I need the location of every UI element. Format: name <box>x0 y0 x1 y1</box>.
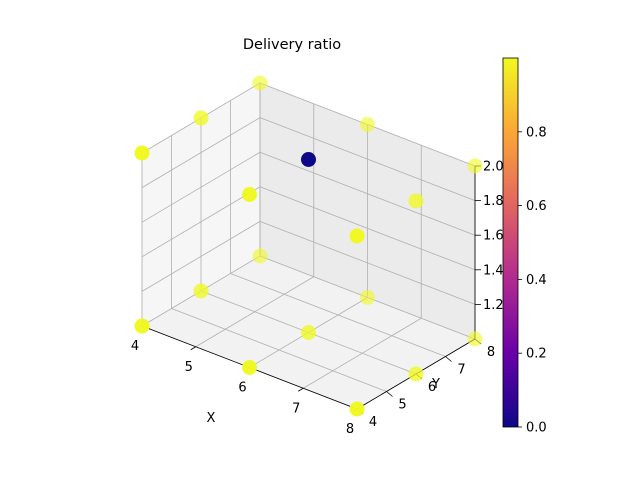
chart-title: Delivery ratio <box>243 37 341 53</box>
data-point <box>301 152 316 167</box>
data-point <box>134 318 150 334</box>
z-tick-label: 1.6 <box>483 229 504 244</box>
grid-line <box>141 186 261 258</box>
x-tick-mark <box>190 346 196 351</box>
colorbar-tick-label: 0.6 <box>526 199 547 214</box>
data-point <box>467 331 483 347</box>
z-tick-label: 1.4 <box>483 263 504 278</box>
data-point <box>193 283 209 299</box>
z-tick-label: 1.8 <box>483 194 504 209</box>
x-axis-label: X <box>207 411 216 426</box>
data-point <box>349 401 365 417</box>
data-point <box>242 360 257 375</box>
data-point <box>134 145 150 161</box>
y-tick-label: 5 <box>398 398 406 413</box>
data-point <box>193 110 209 126</box>
x-tick-mark <box>298 387 304 392</box>
scatter-points <box>134 75 483 417</box>
grid-line <box>141 151 261 223</box>
y-axis-label: Y <box>431 377 440 392</box>
colorbar-tick-label: 0.8 <box>526 125 547 140</box>
colorbar-tick-label: 0.4 <box>526 273 547 288</box>
data-point <box>360 290 375 305</box>
data-point <box>242 187 257 202</box>
y-tick-label: 7 <box>457 363 465 378</box>
colorbar-gradient <box>502 57 519 428</box>
data-point <box>252 248 268 264</box>
data-point <box>301 325 316 340</box>
data-point <box>467 158 483 174</box>
grid-line <box>259 151 476 236</box>
grid-line <box>230 273 446 357</box>
x-tick-label: 5 <box>185 360 193 375</box>
y-tick-label: 6 <box>428 380 436 395</box>
z-tick-label: 1.2 <box>483 298 504 313</box>
grid-line <box>141 117 261 188</box>
grid-line <box>259 117 476 201</box>
colorbar: 0.0 0.2 0.4 0.6 0.8 <box>502 57 547 436</box>
colorbar-ticks: 0.0 0.2 0.4 0.6 0.8 <box>518 125 547 436</box>
x-tick-label: 7 <box>292 401 300 416</box>
grid-line <box>141 221 261 292</box>
data-point <box>349 228 365 244</box>
grid-line <box>259 221 476 305</box>
colorbar-tick-label: 0.2 <box>526 347 547 362</box>
data-point <box>408 193 424 209</box>
x-tick-label: 8 <box>346 422 354 437</box>
colorbar-tick-label: 0.0 <box>526 421 547 436</box>
x-tick-label: 4 <box>131 339 139 354</box>
y-tick-label: 4 <box>369 415 377 430</box>
y-tick-mark <box>386 391 393 397</box>
grid-line <box>259 186 476 271</box>
data-point <box>360 117 375 132</box>
data-point <box>252 75 268 91</box>
x-tick-label: 6 <box>238 381 246 396</box>
y-tick-label: 8 <box>487 345 495 360</box>
data-point <box>408 366 424 382</box>
y-tick-mark <box>445 356 452 362</box>
grid-line <box>171 308 387 392</box>
z-tick-label: 2.0 <box>483 160 504 175</box>
